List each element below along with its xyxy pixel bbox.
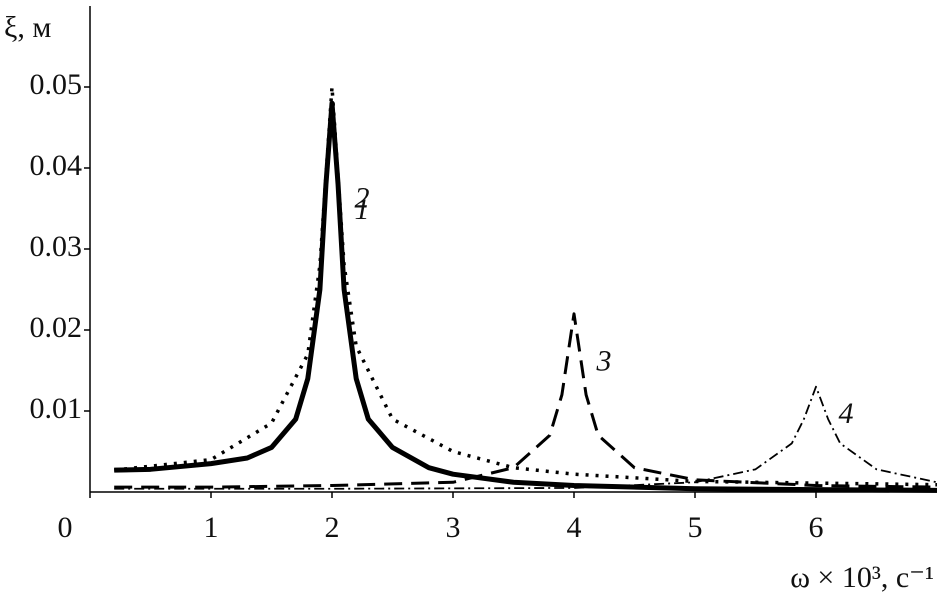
series-label: 1 — [355, 193, 370, 226]
x-tick-label: 6 — [809, 511, 824, 544]
y-tick-label: 0.02 — [30, 311, 83, 344]
x-axis-label: ω × 10³, с⁻¹ — [790, 561, 934, 594]
x-tick-label: 3 — [446, 511, 461, 544]
x-tick-label: 4 — [567, 511, 582, 544]
y-axis-label: ξ, м — [4, 11, 51, 44]
series-label: 4 — [839, 397, 854, 430]
x-tick-label: 1 — [204, 511, 219, 544]
series-line — [114, 385, 938, 490]
x-tick-label: 2 — [325, 511, 340, 544]
series-label: 2 — [355, 181, 370, 214]
series-line — [114, 100, 938, 493]
series-line — [114, 312, 938, 489]
x-tick-label: 0 — [58, 511, 73, 544]
y-tick-label: 0.03 — [30, 230, 83, 263]
series-line — [114, 85, 938, 487]
y-tick-label: 0.01 — [30, 392, 83, 425]
y-tick-label: 0.05 — [30, 68, 83, 101]
series-label: 3 — [596, 345, 612, 378]
x-tick-label: 5 — [688, 511, 703, 544]
y-tick-label: 0.04 — [30, 149, 83, 182]
